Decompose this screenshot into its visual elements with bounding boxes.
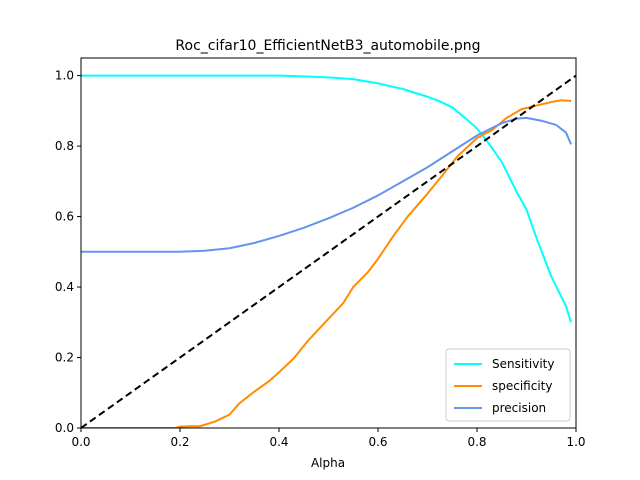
y-axis-ticks: 0.0 0.2 0.4 0.6 0.8 1.0: [55, 69, 81, 435]
y-tick-label: 0.0: [55, 421, 74, 435]
legend-specificity-label: specificity: [492, 379, 552, 393]
x-tick-label: 0.6: [368, 435, 387, 449]
x-axis-ticks: 0.0 0.2 0.4 0.6 0.8 1.0: [71, 428, 586, 449]
legend-box: [445, 348, 571, 422]
legend-sensitivity-label: Sensitivity: [492, 357, 554, 371]
x-axis-label: Alpha: [311, 456, 345, 470]
series-line-sensitivity: [81, 74, 573, 323]
x-tick-label: 1.0: [566, 435, 585, 449]
legend: Sensitivity specificity precision: [445, 348, 571, 422]
series-line-specificity: [81, 99, 572, 428]
x-tick-label: 0.2: [170, 435, 189, 449]
series-lines: [81, 74, 576, 428]
y-tick-label: 0.2: [55, 351, 74, 365]
legend-precision-label: precision: [492, 401, 546, 415]
chart-title: Roc_cifar10_EfficientNetB3_automobile.pn…: [175, 38, 480, 54]
series-line-precision: [81, 116, 572, 253]
y-tick-label: 0.6: [55, 210, 74, 224]
y-tick-label: 1.0: [55, 69, 74, 83]
plot-frame: [80, 57, 577, 429]
series-line-diagonal-reference: [81, 74, 576, 428]
x-tick-label: 0.4: [269, 435, 288, 449]
x-tick-label: 0.0: [71, 435, 90, 449]
y-tick-label: 0.8: [55, 139, 74, 153]
y-tick-label: 0.4: [55, 280, 74, 294]
x-tick-label: 0.8: [467, 435, 486, 449]
